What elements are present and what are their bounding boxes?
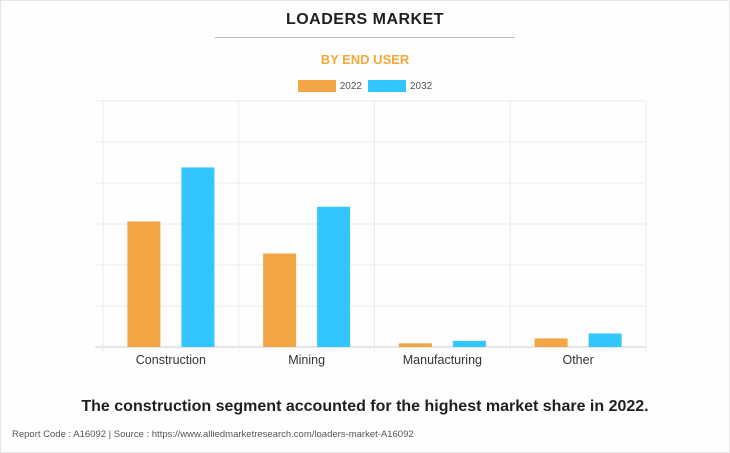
legend-item-2032[interactable]: 2032: [368, 80, 432, 92]
bar-2022-mining: [263, 253, 297, 347]
bar-2032-other: [588, 333, 622, 347]
bar-2022-construction: [127, 221, 161, 347]
bar-2022-manufacturing: [398, 343, 432, 347]
x-tick-label: Mining: [288, 353, 325, 367]
legend-label-2022: 2022: [339, 80, 362, 92]
report-footer: Report Code : A16092 | Source : https://…: [12, 429, 414, 440]
chart-title: LOADERS MARKET: [285, 11, 445, 28]
x-tick-label: Other: [562, 353, 593, 367]
bar-2032-mining: [317, 206, 351, 347]
legend-swatch-2032: [368, 80, 406, 92]
legend-label-2032: 2032: [410, 80, 433, 92]
bar-2032-construction: [181, 167, 215, 347]
chart-legend: 2022 2032: [0, 80, 730, 92]
title-divider: [215, 37, 515, 38]
bar-2032-manufacturing: [452, 340, 486, 347]
legend-item-2022[interactable]: 2022: [297, 80, 362, 92]
legend-swatch-2022: [297, 80, 336, 92]
chart-subtitle: BY END USER: [320, 52, 410, 67]
x-tick-label: Manufacturing: [403, 353, 482, 367]
chart-conclusion: The construction segment accounted for t…: [81, 398, 649, 415]
x-tick-label: Construction: [136, 353, 206, 367]
bar-2022-other: [534, 338, 568, 347]
